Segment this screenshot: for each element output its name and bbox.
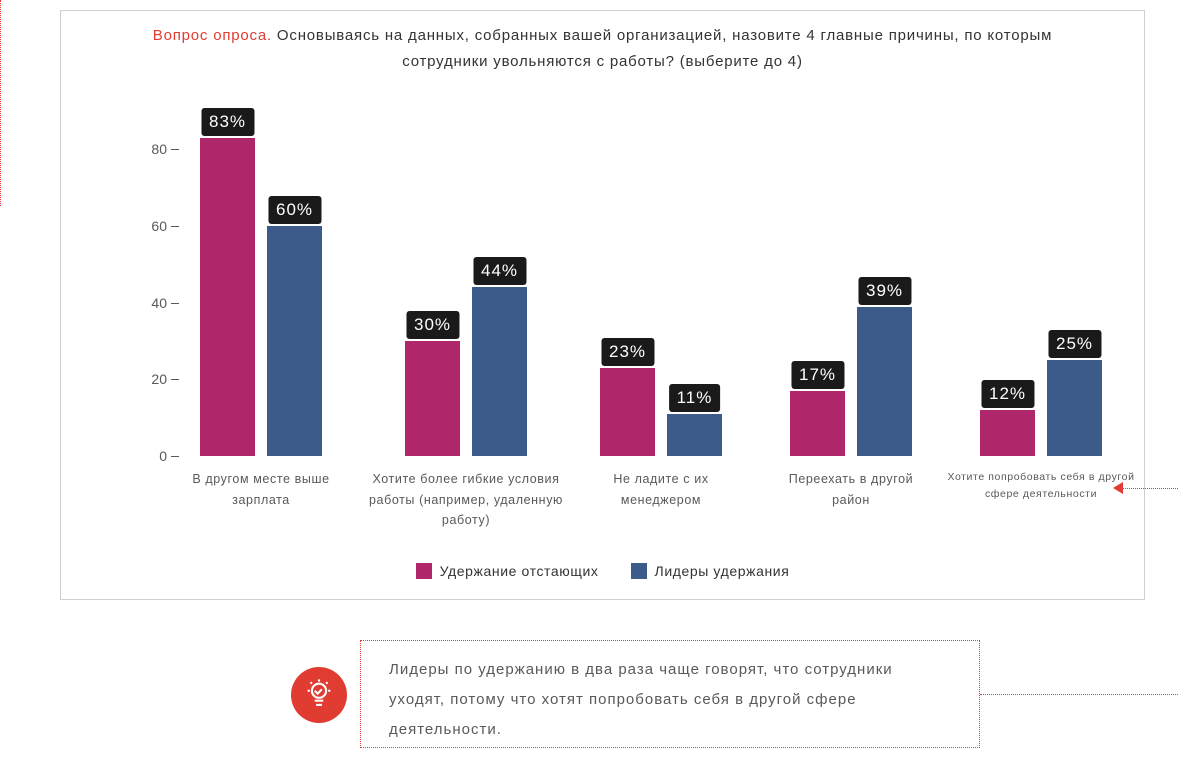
y-axis-tick: 0 xyxy=(131,448,167,464)
title-lead: Вопрос опроса. xyxy=(153,27,272,44)
category-label: Не ладите с их менеджером xyxy=(586,469,736,510)
bar-series-a: 83% xyxy=(200,138,255,456)
bar-series-b: 39% xyxy=(857,307,912,457)
lightbulb-check-icon xyxy=(291,667,347,723)
title-rest: Основываясь на данных, собранных вашей о… xyxy=(272,27,1052,70)
callout-arrow xyxy=(1113,482,1123,494)
bar-value-label: 17% xyxy=(791,361,844,389)
category-label: В другом месте выше зарплата xyxy=(176,469,346,510)
bar-series-b: 44% xyxy=(472,287,527,456)
bar-series-b: 60% xyxy=(267,226,322,456)
callout-connector-v xyxy=(0,0,1,206)
callout-text: Лидеры по удержанию в два раза чаще гово… xyxy=(389,655,951,745)
legend-label: Лидеры удержания xyxy=(655,563,790,579)
legend-item: Удержание отстающих xyxy=(416,563,599,579)
y-axis-tick: 40 xyxy=(131,295,167,311)
bar-value-label: 25% xyxy=(1048,330,1101,358)
y-axis-tick: 80 xyxy=(131,141,167,157)
callout-connector-h2 xyxy=(980,694,1178,695)
bar-value-label: 60% xyxy=(268,196,321,224)
chart-plot-area: 02040608083%60%В другом месте выше зарпл… xyxy=(131,111,1111,456)
bar-series-a: 12% xyxy=(980,410,1035,456)
bar-value-label: 83% xyxy=(201,108,254,136)
legend-swatch xyxy=(416,563,432,579)
callout-connector-h xyxy=(1123,488,1178,489)
category-label: Переехать в другой район xyxy=(776,469,926,510)
legend-label: Удержание отстающих xyxy=(440,563,599,579)
y-axis-tick: 60 xyxy=(131,218,167,234)
bar-value-label: 44% xyxy=(473,257,526,285)
bar-series-b: 25% xyxy=(1047,360,1102,456)
chart-legend: Удержание отстающих Лидеры удержания xyxy=(61,563,1144,579)
bar-series-b: 11% xyxy=(667,414,722,456)
bar-value-label: 12% xyxy=(981,380,1034,408)
bar-value-label: 11% xyxy=(669,384,721,412)
bar-series-a: 30% xyxy=(405,341,460,456)
bar-series-a: 23% xyxy=(600,368,655,456)
chart-card: Вопрос опроса. Основываясь на данных, со… xyxy=(60,10,1145,600)
bar-series-a: 17% xyxy=(790,391,845,456)
legend-item: Лидеры удержания xyxy=(631,563,790,579)
category-label: Хотите более гибкие условия работы (напр… xyxy=(361,469,571,531)
bar-value-label: 39% xyxy=(858,277,911,305)
chart-title: Вопрос опроса. Основываясь на данных, со… xyxy=(61,23,1144,74)
y-axis-tick: 20 xyxy=(131,371,167,387)
bar-value-label: 23% xyxy=(601,338,654,366)
legend-swatch xyxy=(631,563,647,579)
bar-value-label: 30% xyxy=(406,311,459,339)
category-label: Хотите попробовать себя в другой сфере д… xyxy=(941,469,1141,504)
insight-callout: Лидеры по удержанию в два раза чаще гово… xyxy=(360,640,980,748)
